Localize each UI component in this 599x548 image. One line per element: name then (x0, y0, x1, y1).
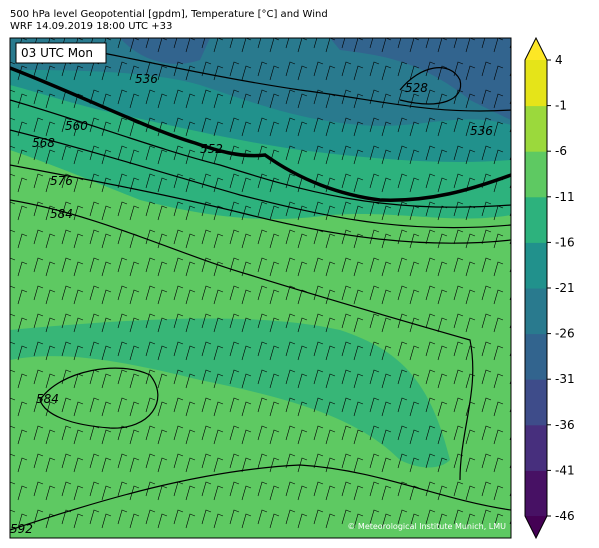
colorbar-extend (525, 38, 547, 60)
colorbar-tick-label: -46 (555, 509, 575, 523)
colorbar-tick-label: -41 (555, 463, 575, 477)
colorbar-extend (525, 516, 547, 538)
contour-label: 536 (135, 72, 158, 86)
colorbar-band (525, 470, 547, 517)
contour-label: 528 (405, 81, 428, 95)
contour-label: 568 (32, 136, 55, 150)
colorbar-tick-label: -21 (555, 281, 575, 295)
contour-label: 584 (50, 207, 73, 221)
contour (10, 464, 511, 531)
contour (10, 99, 511, 208)
title: 500 hPa level Geopotential [gpdm], Tempe… (10, 9, 328, 20)
colorbar-band (525, 379, 547, 426)
colorbar-tick-label: 4 (555, 53, 563, 67)
colorbar-tick-label: -1 (555, 99, 567, 113)
wind-barbs (10, 38, 511, 538)
colorbar-band (525, 242, 547, 289)
contour (10, 129, 511, 229)
contour (10, 66, 511, 202)
colorbar-band (525, 105, 547, 152)
colorbar-tick-label: -6 (555, 144, 567, 158)
colorbar-band (525, 288, 547, 335)
colorbar-tick-label: -26 (555, 327, 575, 341)
contour (10, 199, 474, 481)
colorbar-band (525, 333, 547, 380)
map-frame (9, 37, 512, 539)
contour (59, 44, 511, 112)
colorbar-tick-label: -31 (555, 372, 575, 386)
colorbar: 4 -1 -6 -11 -16 -21 -26 -31 -36 -41 -46 (524, 36, 575, 540)
colorbar-band (525, 60, 547, 107)
map: 536 528 536 560 552 568 576 584 584 592 (10, 38, 511, 538)
contour-label: 552 (200, 142, 223, 156)
colorbar-tick-label: -11 (555, 190, 575, 204)
contour-label: 536 (470, 124, 493, 138)
contour-label: 560 (65, 119, 88, 133)
contour (399, 67, 462, 105)
colorbar-tick-label: -16 (555, 235, 575, 249)
contour-label: 584 (36, 392, 59, 406)
subtitle: WRF 14.09.2019 18:00 UTC +33 (10, 21, 172, 32)
contour-label: 576 (50, 174, 73, 188)
colorbar-band (525, 424, 547, 471)
colorbar-tick-label: -36 (555, 418, 575, 432)
contour-label: 592 (10, 522, 33, 536)
colorbar-band (525, 196, 547, 243)
credit: © Meteorological Institute Munich, LMU (347, 522, 506, 531)
time-label: 03 UTC Mon (21, 46, 93, 60)
contour (10, 164, 511, 244)
time-box (15, 42, 107, 64)
colorbar-band (525, 151, 547, 198)
contour (39, 367, 159, 429)
